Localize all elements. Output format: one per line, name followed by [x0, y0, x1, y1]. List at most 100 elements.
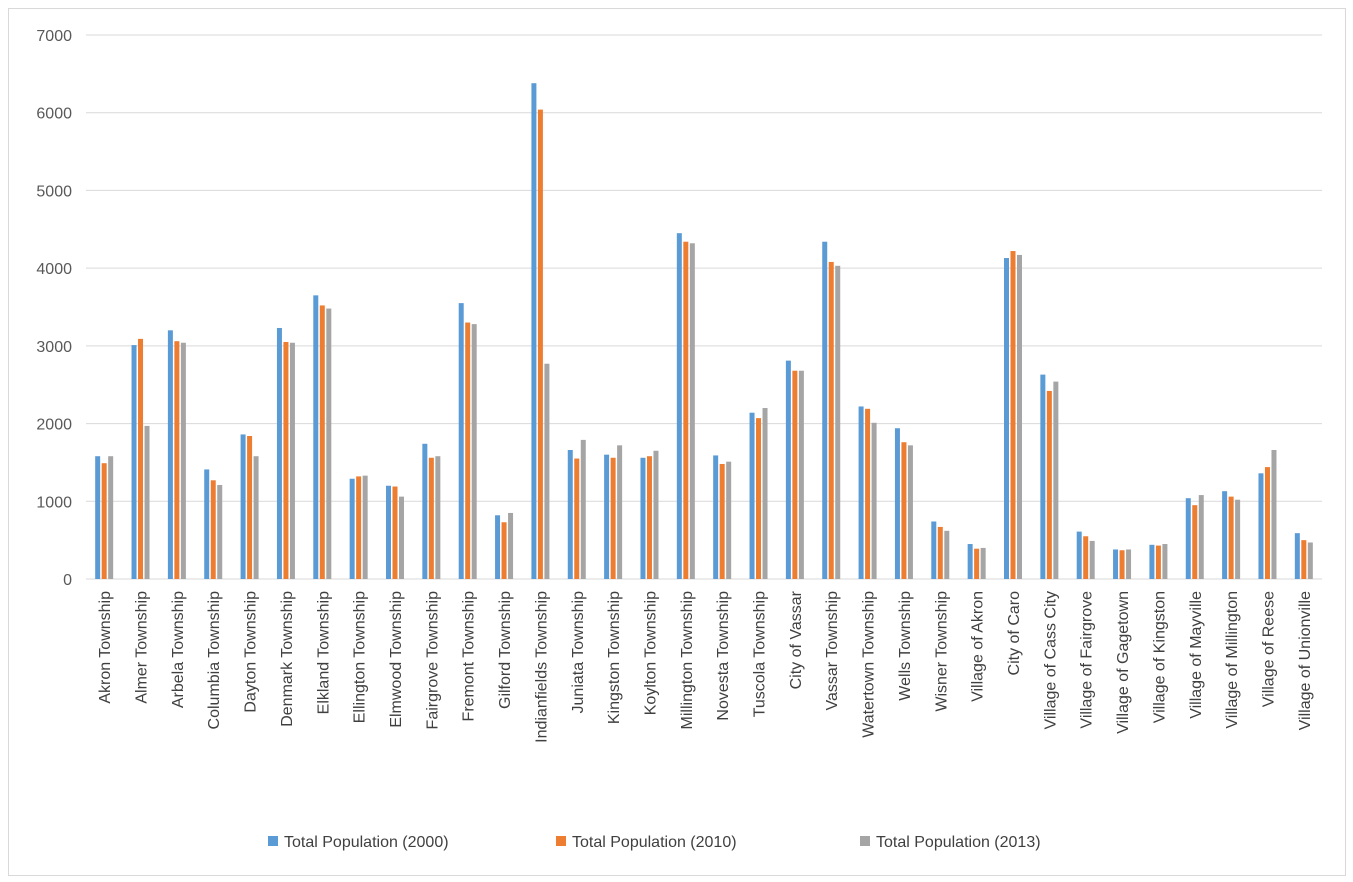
bar-1	[676, 233, 682, 579]
bar-3	[1017, 254, 1022, 579]
bar-3	[726, 461, 732, 579]
legend-swatch	[268, 836, 278, 846]
bar-3	[871, 422, 877, 579]
bar-1	[349, 478, 355, 579]
y-tick-label: 3000	[36, 339, 72, 356]
bar-2	[319, 305, 325, 579]
x-category-label: Denmark Township	[279, 591, 296, 727]
bar-1	[785, 360, 791, 579]
x-category-label: Gilford Township	[497, 591, 514, 709]
bar-3	[617, 445, 623, 579]
bar-3	[144, 425, 150, 579]
bar-3	[580, 439, 586, 579]
bar-2	[283, 341, 289, 579]
y-tick-label: 2000	[36, 417, 72, 434]
x-category-label: Village of Akron	[970, 591, 987, 702]
bar-2	[683, 241, 689, 579]
bar-2	[465, 322, 471, 579]
bar-1	[967, 544, 973, 579]
bar-2	[1301, 540, 1307, 579]
x-category-label: Akron Township	[97, 591, 114, 704]
x-category-label: Kingston Township	[606, 591, 623, 724]
bar-3	[1089, 540, 1095, 579]
bar-2	[1192, 505, 1198, 579]
bar-3	[944, 530, 950, 579]
x-category-label: Novesta Township	[715, 591, 732, 721]
bar-2	[792, 370, 798, 579]
bar-3	[217, 484, 223, 579]
bar-3	[544, 363, 550, 579]
bars	[95, 83, 1313, 579]
bar-3	[1126, 549, 1132, 579]
bar-1	[567, 449, 573, 579]
x-category-label: Village of Reese	[1260, 591, 1277, 707]
bar-1	[604, 454, 610, 579]
x-category-label: Vassar Township	[824, 591, 841, 711]
bar-3	[798, 370, 804, 579]
bar-2	[756, 418, 762, 579]
bar-3	[253, 456, 259, 579]
x-category-label: Elmwood Township	[388, 591, 405, 728]
bar-3	[762, 408, 768, 579]
bar-1	[131, 345, 137, 579]
bar-1	[1113, 549, 1119, 579]
bar-1	[95, 456, 101, 579]
bar-3	[980, 547, 986, 579]
bar-2	[138, 338, 144, 579]
bar-1	[204, 469, 210, 579]
bar-1	[931, 521, 937, 579]
x-category-label: Fremont Township	[461, 591, 478, 722]
bar-2	[574, 458, 580, 579]
bar-2	[865, 408, 871, 579]
x-category-label: Indianfields Township	[533, 591, 550, 743]
bar-1	[749, 412, 755, 579]
bar-1	[822, 241, 828, 579]
x-category-label: Dayton Township	[243, 591, 260, 713]
legend: Total Population (2000) Total Population …	[268, 834, 1041, 851]
bar-3	[471, 324, 477, 579]
x-category-label: Arbela Township	[170, 591, 187, 708]
bar-2	[719, 463, 725, 579]
axes: 0 1000 2000 3000 4000 5000 6000 7000 Akron Towns…	[36, 28, 1313, 743]
y-tick-label: 1000	[36, 494, 72, 511]
bar-2	[974, 548, 980, 579]
bar-1	[313, 295, 319, 579]
bar-3	[653, 450, 659, 579]
bar-2	[210, 480, 216, 579]
x-category-label: Elkland Township	[315, 591, 332, 714]
bar-2	[901, 442, 907, 579]
bar-3	[289, 342, 295, 579]
bar-1	[713, 455, 719, 579]
x-category-label: Millington Township	[679, 591, 696, 730]
bar-1	[1185, 498, 1191, 579]
y-tick-label: 5000	[36, 183, 72, 200]
x-category-label: Fairgrove Township	[424, 591, 441, 730]
bar-1	[167, 330, 173, 579]
bar-3	[689, 243, 695, 579]
x-category-label: Tuscola Township	[752, 591, 769, 717]
bar-3	[508, 512, 514, 579]
bar-1	[1294, 533, 1300, 579]
bar-2	[356, 476, 362, 579]
x-category-label: Watertown Township	[861, 591, 878, 738]
bar-3	[1271, 449, 1277, 579]
bar-1	[1222, 491, 1228, 579]
bar-1	[1149, 544, 1155, 579]
bar-1	[531, 83, 537, 579]
bar-2	[1010, 251, 1016, 579]
bar-3	[907, 445, 913, 579]
legend-swatch	[860, 836, 870, 846]
bar-3	[1235, 499, 1241, 579]
bar-3	[435, 456, 441, 579]
bar-2	[1264, 467, 1270, 579]
x-category-label: Wisner Township	[933, 591, 950, 712]
x-category-label: Village of Millington	[1224, 591, 1241, 729]
y-tick-label: 4000	[36, 261, 72, 278]
bar-1	[386, 485, 391, 579]
y-tick-label: 6000	[36, 106, 72, 123]
bar-2	[937, 526, 943, 579]
bar-3	[835, 265, 841, 579]
bar-1	[640, 457, 646, 579]
bar-2	[174, 341, 180, 579]
bar-1	[495, 515, 501, 579]
